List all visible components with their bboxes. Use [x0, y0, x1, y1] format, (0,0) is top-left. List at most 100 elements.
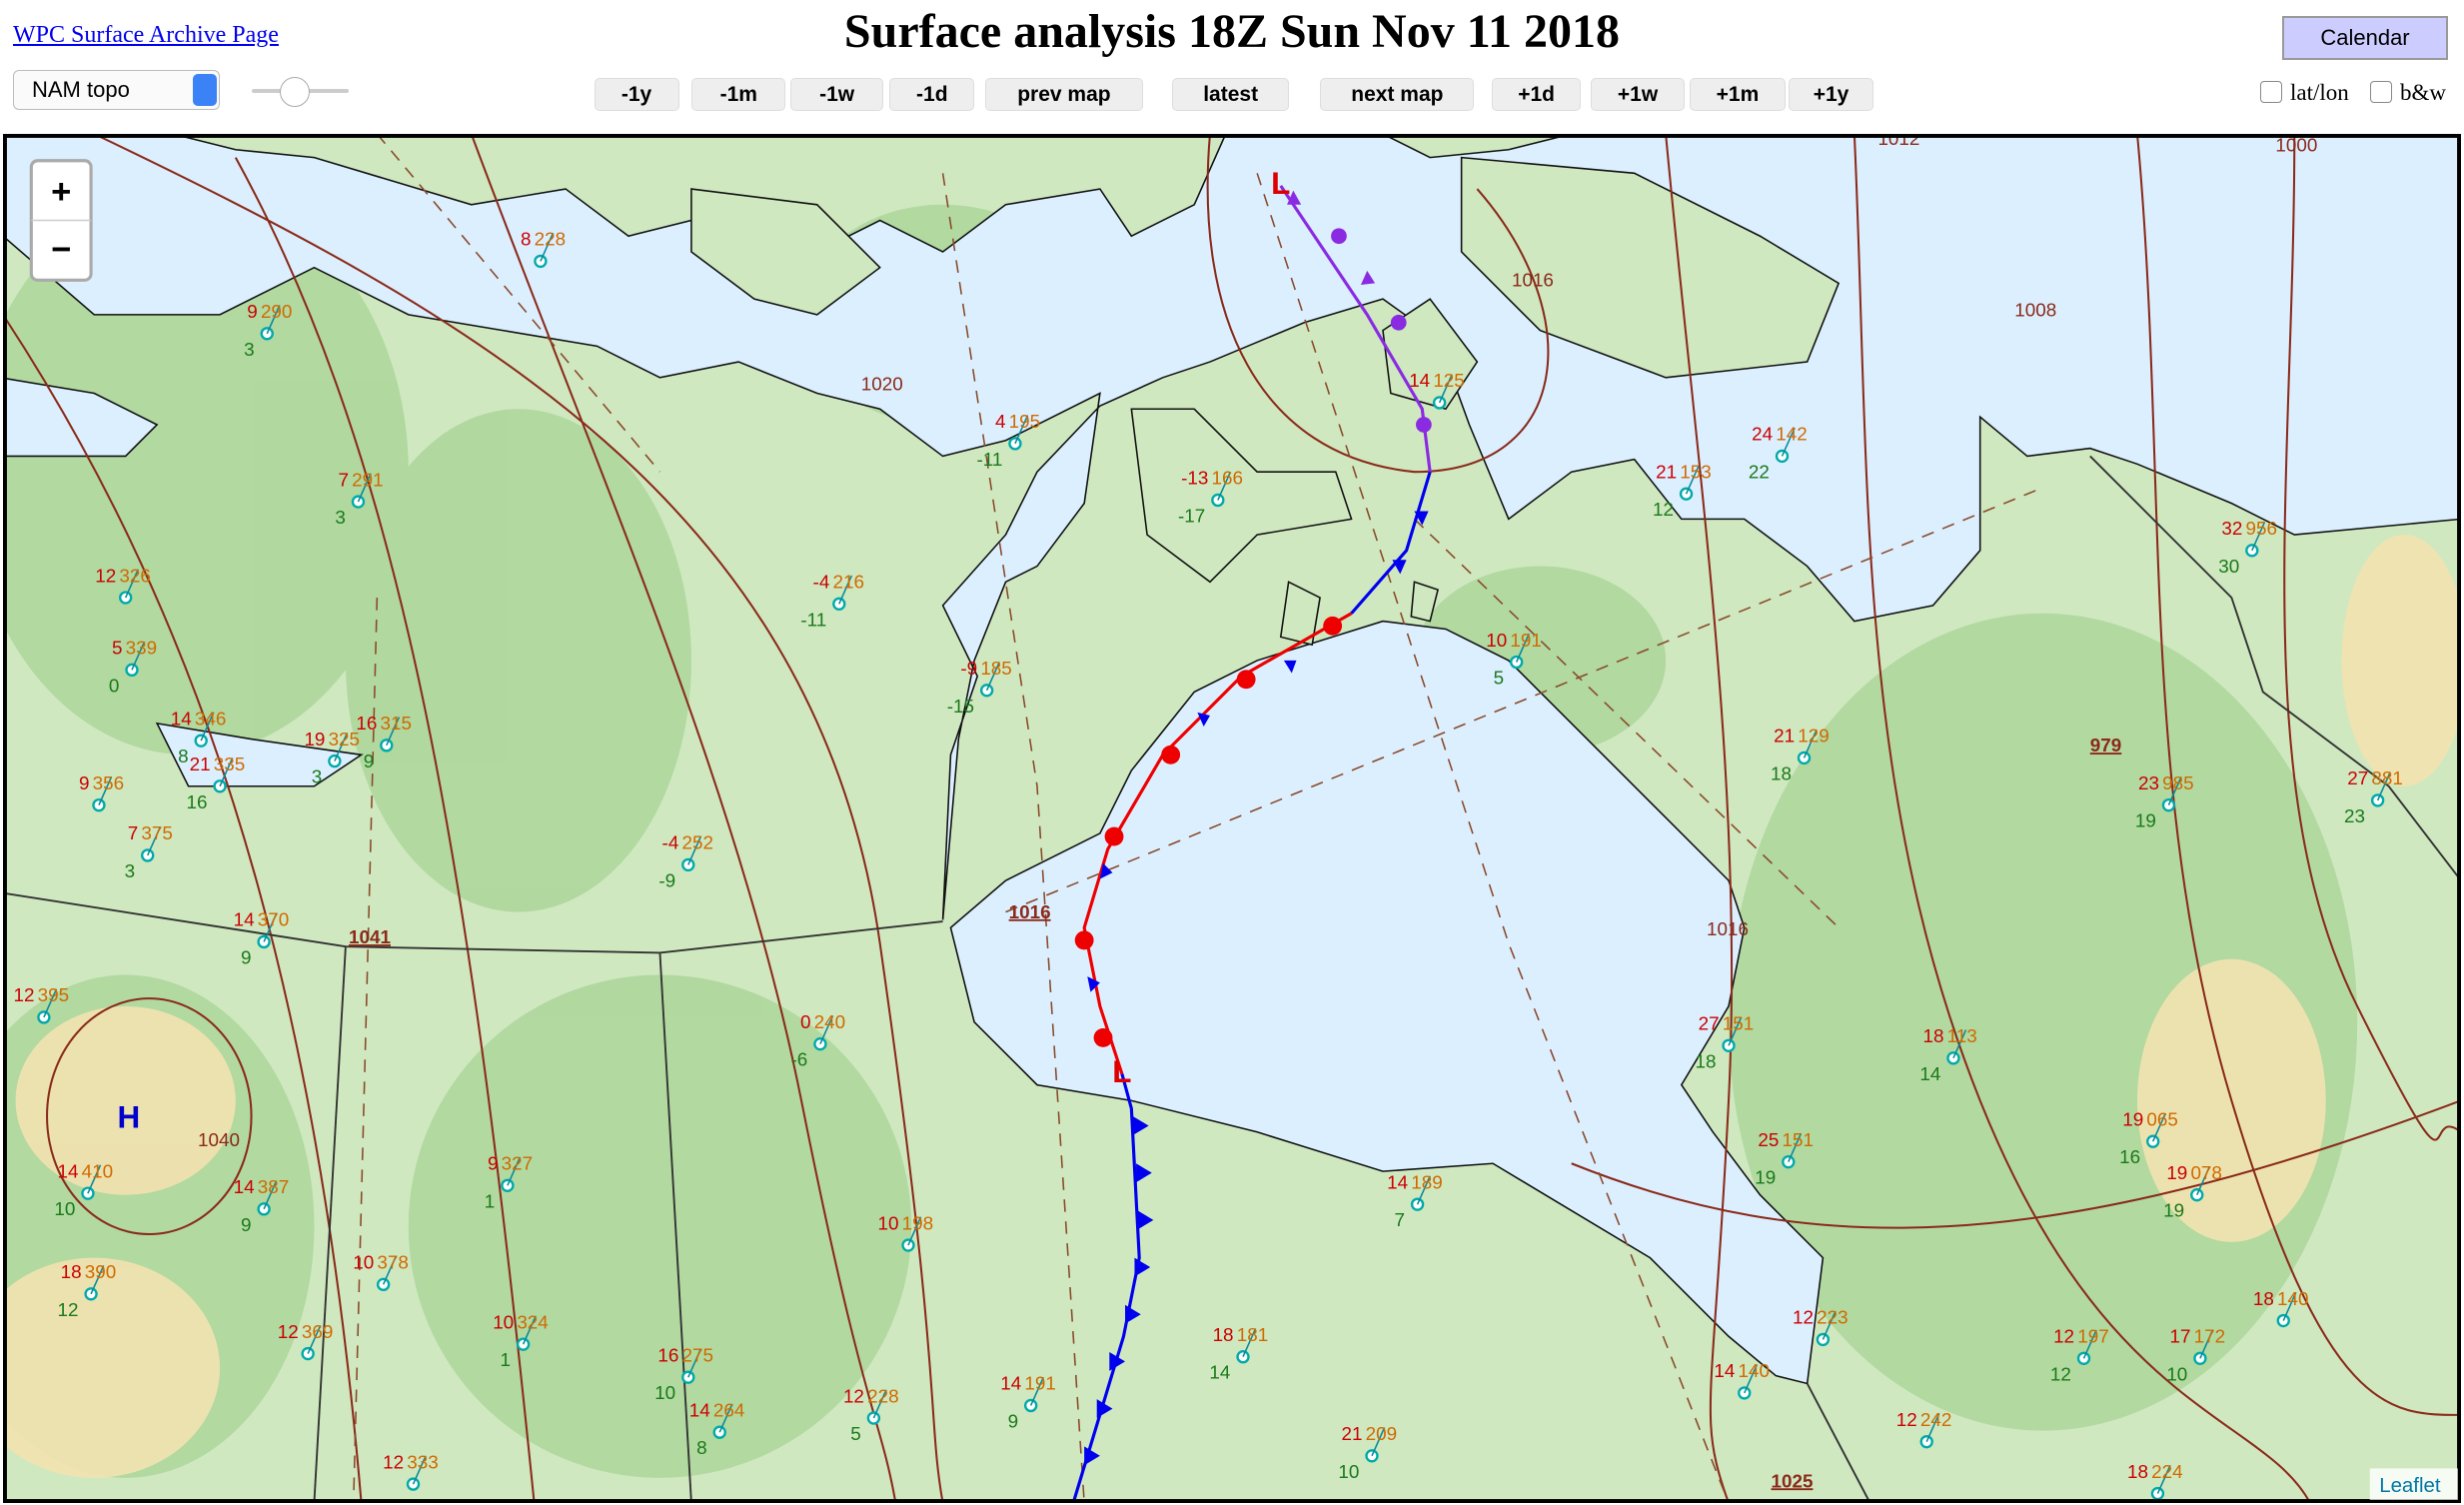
station[interactable]: 8 228	[521, 229, 566, 269]
station[interactable]: 0 240 -6	[791, 1011, 846, 1070]
station[interactable]: 14 125	[1409, 370, 1465, 410]
station-marker[interactable]	[712, 1425, 726, 1439]
station-marker[interactable]	[328, 753, 342, 768]
nav-button[interactable]: -1d	[889, 78, 975, 111]
station-marker[interactable]	[125, 663, 139, 678]
station[interactable]: -4 252 -9	[658, 832, 713, 891]
station[interactable]: 4 195 -11	[976, 411, 1040, 470]
station[interactable]: 23 985 19	[2135, 772, 2194, 831]
checkbox[interactable]: lat/lon	[2260, 80, 2349, 106]
station-marker[interactable]	[257, 934, 271, 949]
station-marker[interactable]	[866, 1411, 881, 1425]
station[interactable]: 32 956 30	[2218, 518, 2277, 577]
station[interactable]: 14 410 10	[54, 1160, 113, 1219]
station-dewpoint: 9	[241, 946, 252, 967]
wind-barb	[2082, 1329, 2097, 1359]
station[interactable]: 21 335 16	[186, 753, 245, 812]
station[interactable]: 16 275 10	[654, 1344, 713, 1403]
station[interactable]: 27 151 18	[1695, 1013, 1754, 1072]
basemap-select[interactable]: NAM topo	[13, 70, 220, 110]
checkbox[interactable]: b&w	[2370, 80, 2446, 106]
station[interactable]: 9 356	[79, 772, 124, 812]
archive-link[interactable]: WPC Surface Archive Page	[13, 22, 279, 48]
station[interactable]: 21 153 12	[1653, 461, 1712, 520]
nav-button[interactable]: -1y	[594, 78, 679, 111]
station[interactable]: 14 387 9	[234, 1176, 290, 1235]
attribution[interactable]: Leaflet	[2379, 1474, 2441, 1497]
station[interactable]: -4 216 -11	[800, 572, 864, 631]
station[interactable]: 14 140	[1714, 1360, 1770, 1400]
nav-button[interactable]: next map	[1320, 78, 1475, 111]
calendar-button[interactable]: Calendar	[2282, 16, 2448, 60]
station-temp: 7	[128, 822, 139, 843]
station[interactable]: -9 185 -15	[947, 658, 1012, 717]
wind-barb	[43, 988, 58, 1018]
station[interactable]: 14 346 8	[171, 708, 227, 766]
station[interactable]: 14 264 8	[689, 1399, 745, 1458]
station-marker[interactable]	[1738, 1386, 1752, 1400]
station-marker[interactable]	[2193, 1351, 2207, 1365]
station[interactable]: 27 881 23	[2344, 767, 2403, 826]
station[interactable]: 18 390 12	[58, 1261, 117, 1320]
station-marker[interactable]	[2150, 1486, 2165, 1501]
nav-button[interactable]: +1d	[1491, 78, 1582, 111]
station[interactable]: 21 209 10	[1338, 1423, 1397, 1482]
station[interactable]: 7 291 3	[335, 469, 383, 528]
station-marker[interactable]	[194, 734, 208, 748]
wind-barb	[507, 1156, 522, 1186]
nav-button[interactable]: +1y	[1789, 78, 1873, 111]
station[interactable]: 12 228 5	[843, 1385, 899, 1444]
station[interactable]: -13 166 -17	[1178, 468, 1243, 527]
station[interactable]: 12 395	[13, 984, 69, 1024]
map[interactable]: HLL1020101610121008100010401041101697910…	[3, 134, 2461, 1503]
slider-knob[interactable]	[280, 77, 310, 107]
station[interactable]: 12 369	[278, 1321, 334, 1361]
station[interactable]: 19 325 3	[304, 729, 360, 787]
station[interactable]: 9 327 1	[485, 1153, 533, 1212]
station[interactable]: 12 333	[383, 1451, 439, 1491]
nav-button[interactable]: latest	[1172, 78, 1289, 111]
station-marker[interactable]	[141, 848, 155, 862]
station[interactable]: 12 326	[95, 565, 151, 605]
station[interactable]: 18 224	[2127, 1461, 2183, 1501]
nav-button[interactable]: prev map	[985, 78, 1143, 111]
zoom-out[interactable]: −	[51, 231, 71, 269]
station[interactable]: 10 198	[878, 1212, 934, 1252]
station[interactable]: 12 223	[1793, 1307, 1848, 1347]
checkbox-box[interactable]	[2370, 81, 2392, 103]
nav-button[interactable]: -1m	[691, 78, 786, 111]
station[interactable]: 21 129 18	[1771, 726, 1830, 784]
station[interactable]: 25 151 19	[1755, 1129, 1814, 1188]
wind-barb	[2199, 1329, 2214, 1359]
station-marker[interactable]	[2370, 793, 2385, 807]
station[interactable]: 10 378	[353, 1252, 409, 1292]
station[interactable]: 18 181 14	[1209, 1324, 1268, 1383]
station[interactable]: 18 113 14	[1919, 1025, 1976, 1084]
nav-button[interactable]: +1m	[1689, 78, 1786, 111]
station-dewpoint: 14	[1919, 1063, 1940, 1084]
station[interactable]: 24 142 22	[1749, 424, 1808, 483]
station[interactable]: 9 290 3	[244, 301, 292, 360]
station[interactable]: 12 242	[1896, 1409, 1952, 1449]
nav-button[interactable]: +1w	[1590, 78, 1686, 111]
nav-button[interactable]: -1w	[790, 78, 884, 111]
station[interactable]: 14 370 9	[234, 909, 290, 968]
station-marker[interactable]	[376, 1277, 391, 1292]
station-marker[interactable]	[81, 1186, 95, 1200]
station-marker[interactable]	[832, 597, 846, 611]
station-marker[interactable]	[257, 1202, 271, 1216]
station[interactable]: 5 339 0	[109, 638, 157, 697]
zoom-in[interactable]: +	[51, 173, 71, 211]
checkbox-box[interactable]	[2260, 81, 2282, 103]
station[interactable]: 19 065 16	[2119, 1109, 2178, 1168]
station[interactable]: 17 172 10	[2166, 1326, 2225, 1385]
station[interactable]: 18 140	[2253, 1288, 2309, 1328]
